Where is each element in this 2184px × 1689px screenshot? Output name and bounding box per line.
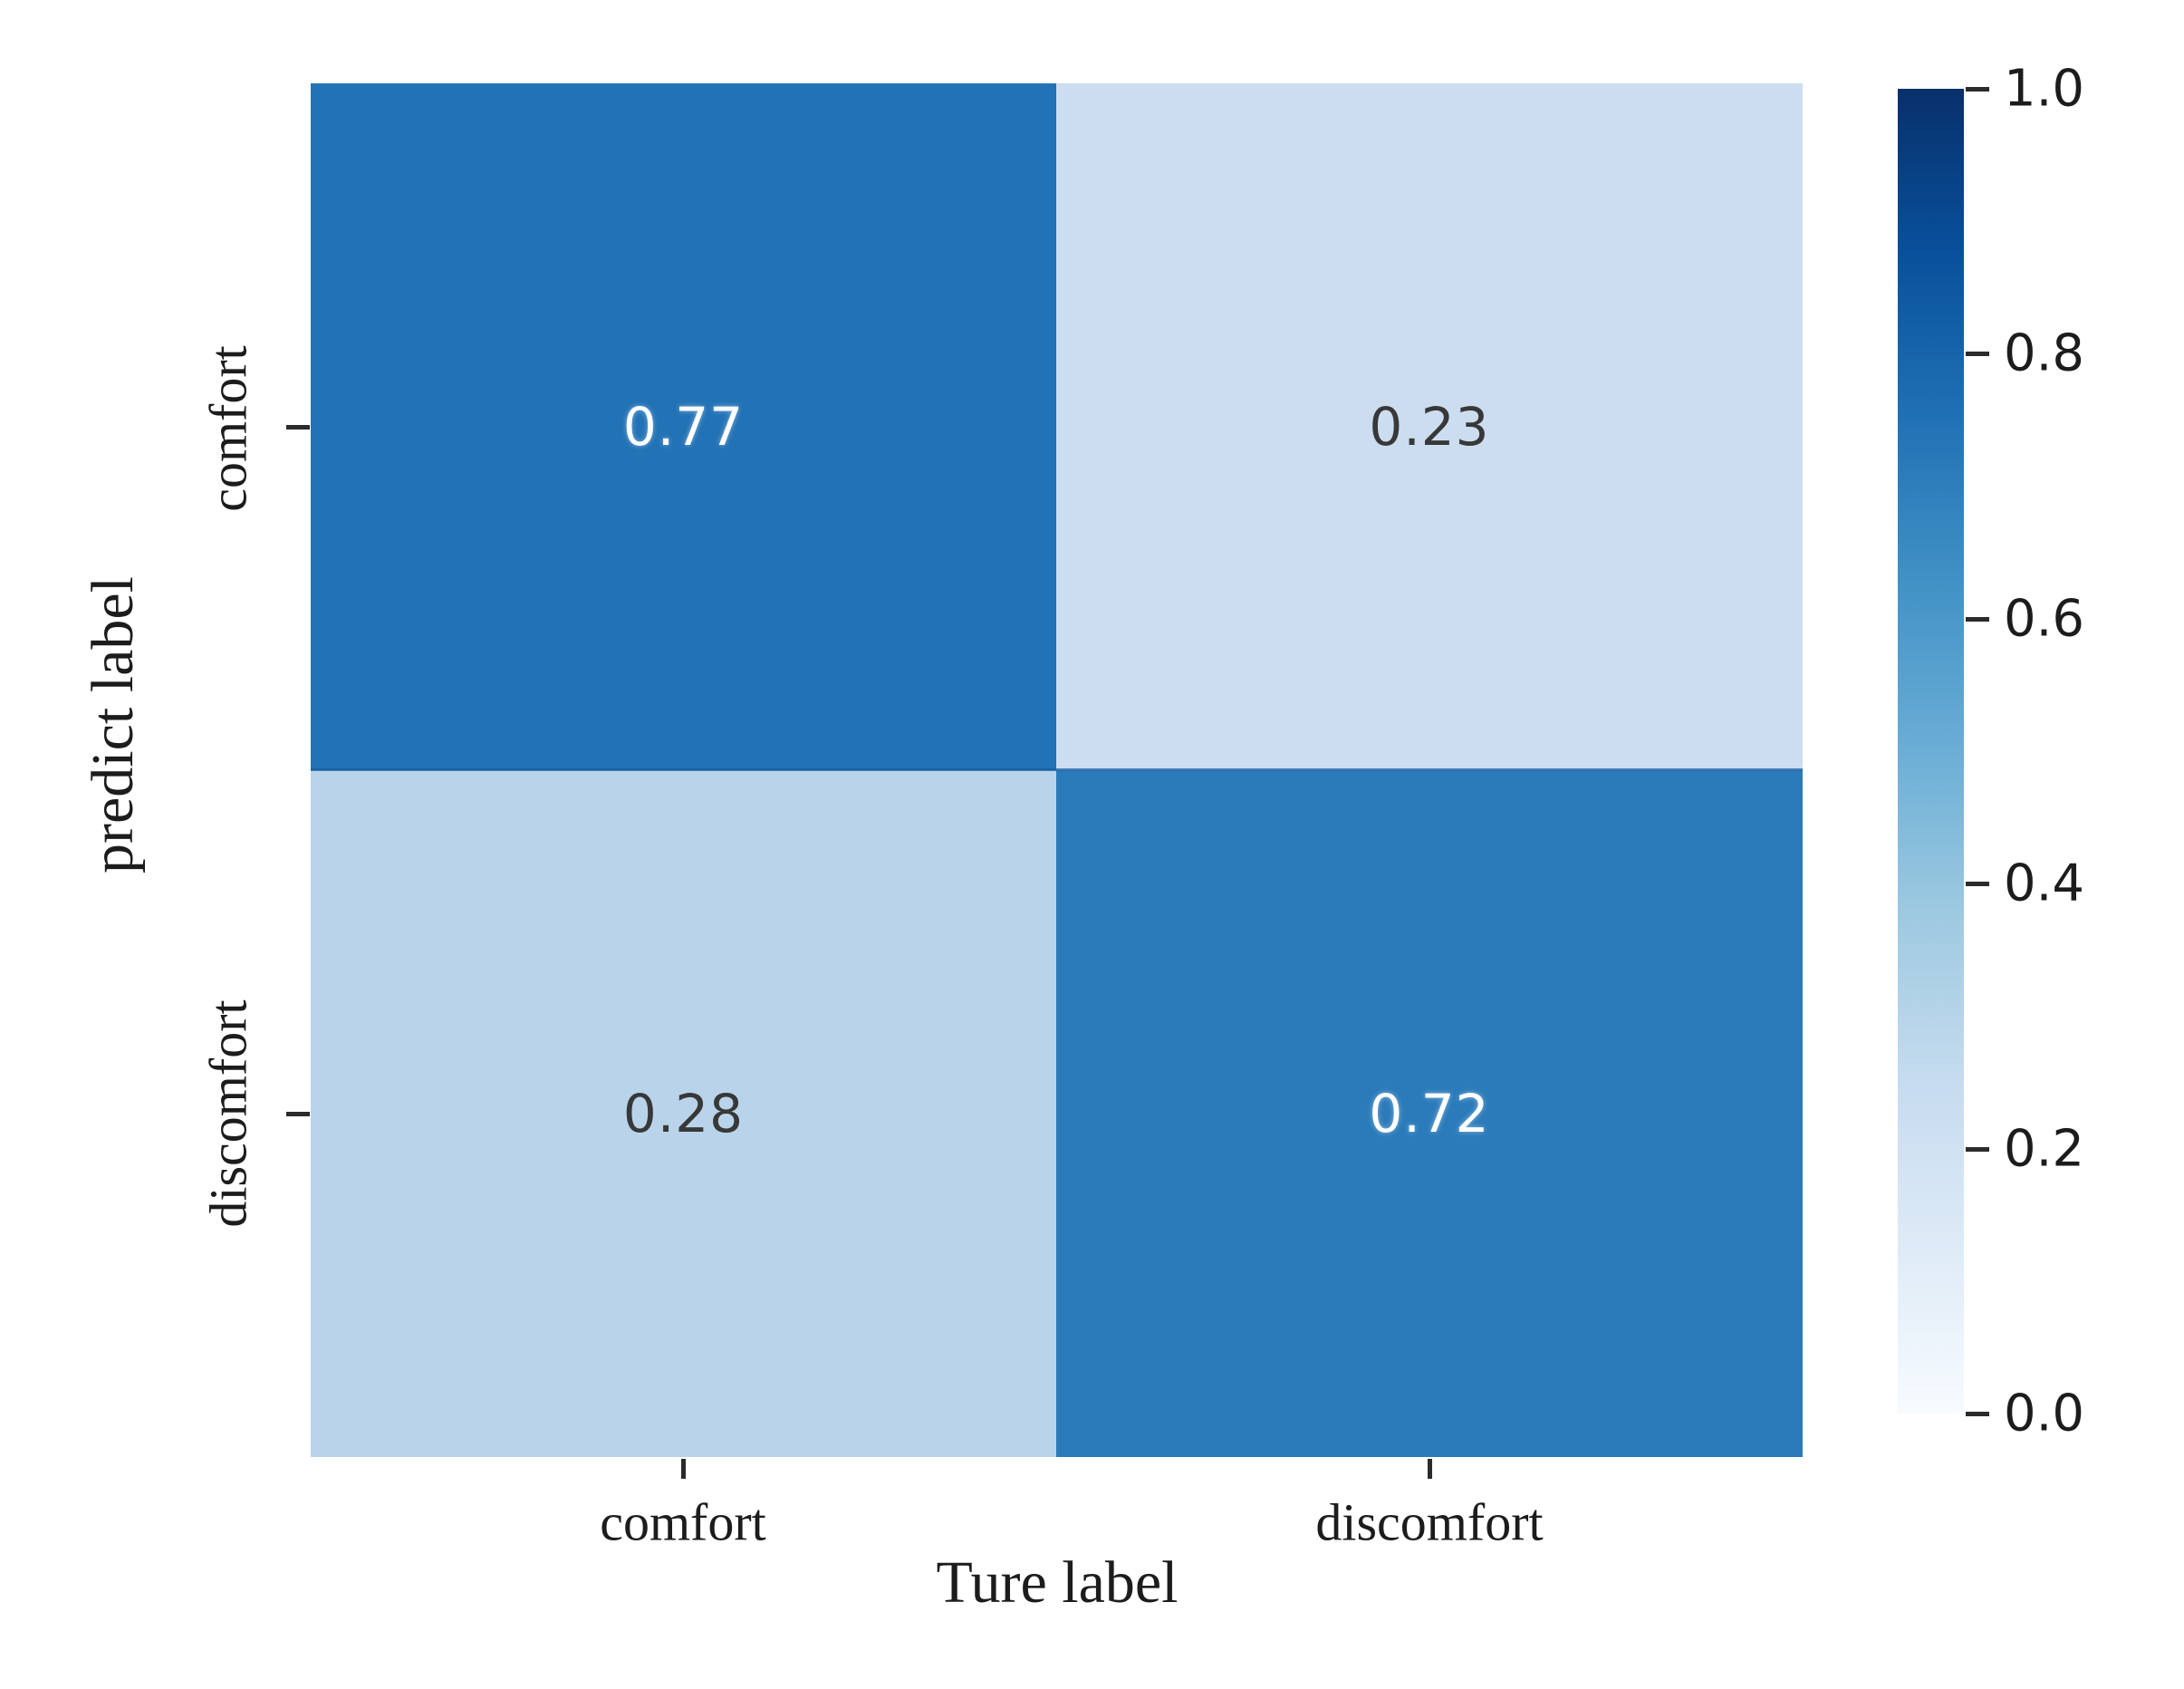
colorbar-tick-label-1.0: 1.0 bbox=[2004, 59, 2085, 119]
heatmap-cell-r0c1: 0.23 bbox=[1056, 83, 1803, 770]
cell-value-r0c1: 0.23 bbox=[1369, 396, 1490, 458]
x-tick-label-discomfort: discomfort bbox=[1315, 1492, 1544, 1552]
colorbar-tick-mark-0.0 bbox=[1966, 1412, 1989, 1416]
x-tick-label-comfort: comfort bbox=[600, 1492, 766, 1552]
y-tick-mark-comfort bbox=[286, 425, 310, 429]
y-tick-label-discomfort: discomfort bbox=[198, 999, 258, 1228]
y-axis-label: predict label bbox=[80, 575, 146, 874]
colorbar-tick-mark-0.6 bbox=[1966, 617, 1989, 622]
colorbar-tick-mark-1.0 bbox=[1966, 87, 1989, 92]
heatmap-cell-r1c1: 0.72 bbox=[1056, 770, 1803, 1457]
cell-value-r1c1: 0.72 bbox=[1369, 1083, 1490, 1144]
x-tick-mark-discomfort bbox=[1428, 1459, 1432, 1479]
colorbar-tick-label-0.2: 0.2 bbox=[2004, 1119, 2085, 1179]
cell-value-r1c0: 0.28 bbox=[622, 1083, 745, 1144]
x-tick-mark-comfort bbox=[681, 1459, 686, 1479]
y-tick-mark-discomfort bbox=[286, 1112, 310, 1116]
colorbar-tick-label-0.8: 0.8 bbox=[2004, 323, 2085, 383]
cell-value-r0c0: 0.77 bbox=[622, 396, 745, 458]
heatmap-cell-r0c0: 0.77 bbox=[311, 83, 1056, 770]
x-axis-label: Ture label bbox=[936, 1549, 1179, 1616]
colorbar-tick-label-0.6: 0.6 bbox=[2004, 589, 2085, 649]
colorbar-gradient bbox=[1898, 89, 1964, 1414]
colorbar-tick-mark-0.2 bbox=[1966, 1147, 1989, 1152]
colorbar-tick-mark-0.8 bbox=[1966, 352, 1989, 356]
colorbar-tick-label-0.4: 0.4 bbox=[2004, 854, 2085, 913]
colorbar-tick-mark-0.4 bbox=[1966, 882, 1989, 886]
heatmap: 0.77 0.23 0.28 0.72 bbox=[311, 83, 1803, 1457]
heatmap-cell-r1c0: 0.28 bbox=[311, 770, 1056, 1457]
colorbar-tick-label-0.0: 0.0 bbox=[2004, 1384, 2085, 1443]
y-tick-label-comfort: comfort bbox=[198, 345, 258, 512]
heatmap-row-divider-line bbox=[311, 768, 1803, 771]
